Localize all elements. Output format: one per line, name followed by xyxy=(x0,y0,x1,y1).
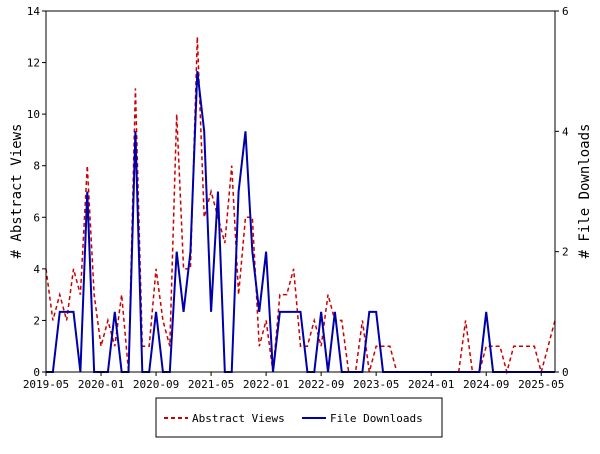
y-left-tick-label: 4 xyxy=(33,263,40,276)
y-left-tick-label: 0 xyxy=(33,366,40,379)
x-tick-label: 2023-05 xyxy=(353,378,399,391)
y-left-tick-label: 6 xyxy=(33,211,40,224)
y-left-tick-label: 2 xyxy=(33,314,40,327)
x-tick-label: 2019-05 xyxy=(23,378,69,391)
y-axis-left-label: # Abstract Views xyxy=(9,124,25,259)
x-tick-label: 2020-09 xyxy=(133,378,179,391)
plot-frame xyxy=(45,10,556,373)
y-left-tick-label: 14 xyxy=(27,5,41,18)
x-tick-label: 2021-05 xyxy=(188,378,234,391)
x-tick-label: 2022-01 xyxy=(243,378,289,391)
y-left-tick-label: 10 xyxy=(27,108,40,121)
y-right-tick-label: 6 xyxy=(562,5,569,18)
x-tick-label: 2024-01 xyxy=(408,378,454,391)
y-left-tick-label: 8 xyxy=(33,160,40,173)
x-tick-label: 2025-05 xyxy=(518,378,564,391)
x-tick-label: 2024-09 xyxy=(463,378,509,391)
y-axis-right-label: # File Downloads xyxy=(577,124,593,259)
y-right-tick-label: 4 xyxy=(562,125,569,138)
legend-label-abstract-views: Abstract Views xyxy=(192,412,285,425)
x-tick-label: 2020-01 xyxy=(78,378,124,391)
axes: 0 2 4 6 8 10 12 14 0 2 4 6 2019-05 2020-01 2020-09 2021… xyxy=(23,5,569,391)
y-left-tick-label: 12 xyxy=(27,57,40,70)
legend: Abstract Views File Downloads xyxy=(155,397,443,438)
x-tick-label: 2022-09 xyxy=(298,378,344,391)
y-right-tick-label: 0 xyxy=(562,366,569,379)
y-right-tick-label: 2 xyxy=(562,246,569,259)
legend-box xyxy=(155,397,443,438)
legend-label-file-downloads: File Downloads xyxy=(330,412,423,425)
